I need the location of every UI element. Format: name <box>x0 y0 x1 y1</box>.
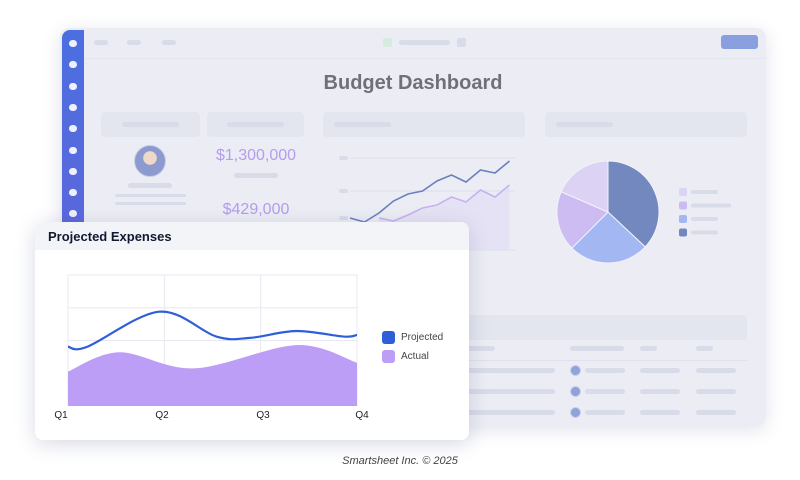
legend-swatch <box>382 350 395 363</box>
plus-icon[interactable] <box>69 210 77 218</box>
cell-placeholder <box>696 368 736 373</box>
text-placeholder <box>115 194 186 197</box>
actual-area <box>68 345 357 406</box>
cell-placeholder <box>440 389 555 394</box>
kpi-secondary-value: $429,000 <box>222 201 290 218</box>
legend-placeholder <box>691 203 731 208</box>
column-header <box>570 346 624 351</box>
home-icon[interactable] <box>69 40 77 47</box>
y-tick-placeholder <box>339 156 348 160</box>
series-line <box>349 160 511 223</box>
star-icon[interactable] <box>69 167 77 175</box>
legend-placeholder <box>691 230 718 235</box>
menu-icon[interactable] <box>457 38 466 47</box>
legend-swatch <box>679 228 687 237</box>
pie-slice <box>607 160 660 248</box>
share-button[interactable] <box>721 35 758 49</box>
kpi-primary-value: $1,300,000 <box>215 147 297 164</box>
chat-icon[interactable] <box>69 103 77 111</box>
cell-placeholder <box>696 389 736 394</box>
cell-placeholder <box>640 410 680 415</box>
avatar <box>570 407 581 418</box>
column-header <box>640 346 657 351</box>
x-tick-label: Q1 <box>54 410 68 421</box>
legend-placeholder <box>691 190 718 194</box>
pie-slice <box>556 191 609 249</box>
page-title: Budget Dashboard <box>323 72 503 94</box>
legend-placeholder <box>691 217 718 221</box>
cell-placeholder <box>640 389 680 394</box>
cell-placeholder <box>440 368 555 373</box>
avatar <box>570 386 581 397</box>
legend-label: Actual <box>401 351 429 362</box>
projected-expenses-card: Projected Expenses Q1 Q2 Q3 Q4 Projected… <box>35 222 469 440</box>
topbar-placeholder <box>399 40 450 45</box>
status-icon <box>383 38 392 47</box>
settings-icon[interactable] <box>69 189 77 197</box>
copyright-footer: Smartsheet Inc. © 2025 <box>342 455 458 467</box>
widget-header <box>101 112 200 137</box>
widget-header <box>545 112 747 137</box>
legend-item-projected: Projected <box>382 331 443 344</box>
widget-header <box>323 112 525 137</box>
widget-header <box>207 112 304 137</box>
series-line <box>378 184 511 222</box>
avatar <box>134 145 166 177</box>
table-header <box>430 315 747 340</box>
text-placeholder <box>234 173 278 178</box>
column-header <box>696 346 713 351</box>
x-tick-label: Q3 <box>256 410 270 421</box>
text-placeholder <box>115 202 186 205</box>
cell-placeholder <box>440 410 555 415</box>
pie-slice <box>560 160 609 213</box>
bell-icon[interactable] <box>69 61 77 69</box>
cell-placeholder <box>585 368 625 373</box>
projected-line <box>67 310 358 351</box>
legend-swatch <box>679 188 687 196</box>
card-title: Projected Expenses <box>35 222 469 250</box>
x-tick-label: Q4 <box>355 410 369 421</box>
search-icon[interactable] <box>69 82 77 90</box>
pie-slice <box>571 211 646 264</box>
text-placeholder <box>128 183 172 188</box>
legend-label: Projected <box>401 332 444 343</box>
nav-placeholder[interactable] <box>127 40 141 45</box>
contacts-icon[interactable] <box>69 146 77 154</box>
column-header <box>450 346 495 351</box>
y-tick-placeholder <box>339 189 348 193</box>
nav-placeholder[interactable] <box>94 40 108 45</box>
cell-placeholder <box>640 368 680 373</box>
divider <box>430 360 747 361</box>
cell-placeholder <box>585 410 625 415</box>
x-tick-label: Q2 <box>155 410 169 421</box>
legend-item-actual: Actual <box>382 350 429 363</box>
projected-expenses-chart <box>67 274 358 406</box>
divider <box>84 58 766 59</box>
legend-swatch <box>679 215 687 223</box>
cell-placeholder <box>696 410 736 415</box>
y-tick-placeholder <box>339 216 348 220</box>
legend-swatch <box>382 331 395 344</box>
nav-placeholder[interactable] <box>162 40 176 45</box>
avatar <box>570 365 581 376</box>
clock-icon[interactable] <box>69 125 77 133</box>
cell-placeholder <box>585 389 625 394</box>
legend-swatch <box>679 201 687 210</box>
